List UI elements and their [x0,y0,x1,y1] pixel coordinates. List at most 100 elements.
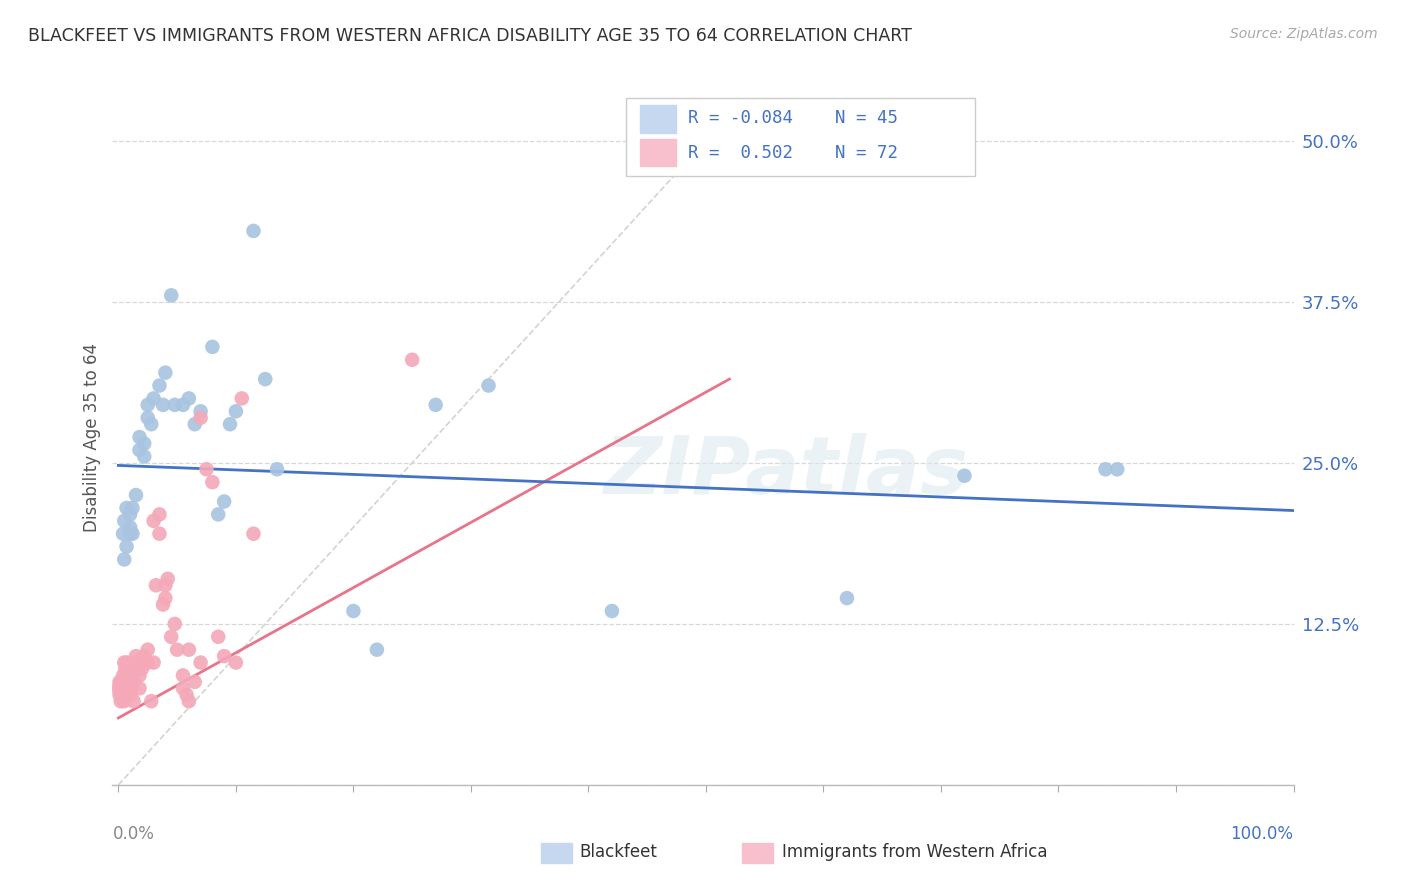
Text: 100.0%: 100.0% [1230,825,1294,843]
Point [141,417,163,432]
Point [172,681,194,696]
Point [225,656,247,670]
Point [172,668,194,682]
Point [148,508,170,522]
Point [131,656,153,670]
Point [112,674,135,689]
Point [118,681,141,696]
Point [190,656,212,670]
Point [112,688,135,702]
Point [118,662,141,676]
FancyBboxPatch shape [640,105,676,133]
Point [112,514,135,528]
Point [117,662,139,676]
Point [172,398,194,412]
Point [108,674,131,689]
Point [163,616,186,631]
Text: R =  0.502    N = 72: R = 0.502 N = 72 [688,144,897,161]
Point [112,681,135,696]
Point [110,674,132,689]
Point [134,649,156,664]
Point [190,410,212,425]
Point [242,526,264,541]
Point [110,694,132,708]
Point [1107,462,1129,476]
Point [184,417,207,432]
Point [177,642,200,657]
Point [425,398,447,412]
Point [152,598,174,612]
Point [114,674,136,689]
Point [1094,462,1116,476]
Point [112,674,135,689]
Point [111,681,134,696]
Point [114,662,136,676]
Point [152,398,174,412]
Point [155,366,177,380]
Point [122,694,145,708]
Point [266,462,288,476]
Text: 0.0%: 0.0% [112,825,155,843]
Point [127,656,149,670]
Point [128,668,150,682]
Point [155,591,177,606]
Text: ZIPatlas: ZIPatlas [603,433,969,511]
Point [107,681,129,696]
Point [136,656,159,670]
Point [122,674,145,689]
Point [254,372,277,386]
Point [134,436,156,450]
Point [125,662,148,676]
Text: BLACKFEET VS IMMIGRANTS FROM WESTERN AFRICA DISABILITY AGE 35 TO 64 CORRELATION : BLACKFEET VS IMMIGRANTS FROM WESTERN AFR… [28,27,912,45]
FancyBboxPatch shape [640,138,676,167]
Point [225,404,247,418]
Point [120,520,142,534]
Point [120,526,142,541]
Point [207,630,229,644]
Point [111,674,134,689]
Point [117,674,139,689]
Point [177,694,200,708]
Y-axis label: Disability Age 35 to 64: Disability Age 35 to 64 [83,343,101,532]
Point [131,662,153,676]
Point [212,494,235,508]
Point [148,378,170,392]
Point [160,630,183,644]
Point [136,642,159,657]
Point [177,392,200,406]
Point [201,340,224,354]
Point [111,688,134,702]
Point [112,656,135,670]
Point [112,668,135,682]
Point [112,552,135,566]
Point [121,500,143,515]
Point [112,694,135,708]
Point [195,462,218,476]
Point [231,392,253,406]
Point [160,288,183,302]
Point [125,488,148,502]
Point [835,591,858,606]
Point [401,352,423,367]
Point [115,681,138,696]
Point [184,674,207,689]
Point [115,500,138,515]
Point [342,604,364,618]
FancyBboxPatch shape [626,98,974,177]
Point [120,681,142,696]
Point [115,668,138,682]
Point [136,410,159,425]
Point [219,417,242,432]
Text: Blackfeet: Blackfeet [579,843,657,861]
Point [114,681,136,696]
Point [125,649,148,664]
Point [148,526,170,541]
Text: Source: ZipAtlas.com: Source: ZipAtlas.com [1230,27,1378,41]
Point [142,514,165,528]
Point [128,442,150,457]
Point [115,656,138,670]
Point [115,540,138,554]
Point [128,430,150,444]
Point [134,450,156,464]
Point [156,572,179,586]
